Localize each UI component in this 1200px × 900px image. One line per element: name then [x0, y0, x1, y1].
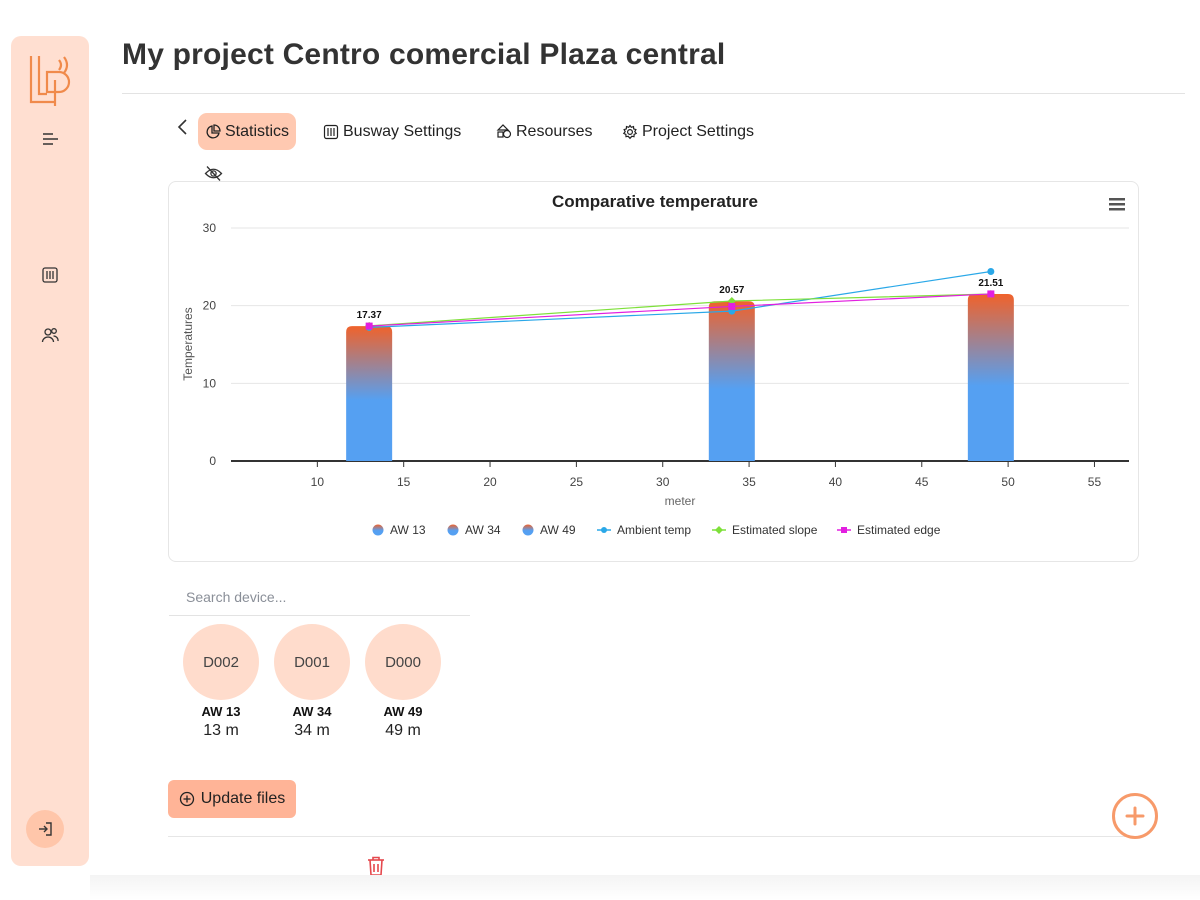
bottom-panel-edge	[90, 875, 1200, 900]
point-marker	[728, 302, 736, 310]
add-fab-button[interactable]	[1112, 793, 1158, 839]
x-tick-label: 20	[483, 475, 497, 489]
bar-aw-13	[346, 326, 393, 461]
legend-marker	[372, 524, 384, 536]
device-id: D001	[274, 624, 350, 700]
point-marker	[365, 322, 373, 330]
bar-data-label: 17.37	[357, 310, 382, 321]
shapes-icon	[496, 123, 512, 138]
users-icon[interactable]	[38, 323, 62, 347]
device-card[interactable]: D001 AW 34 34 m	[274, 624, 350, 740]
x-axis-label: meter	[665, 494, 696, 508]
y-tick-label: 20	[203, 299, 217, 313]
line-estimated-edge	[369, 293, 991, 327]
legend-marker	[601, 527, 607, 533]
legend-marker	[715, 526, 723, 534]
tab-statistics[interactable]: Statistics	[198, 113, 297, 150]
tab-label: Resourses	[516, 122, 593, 140]
legend-label: AW 34	[465, 523, 501, 537]
bar-data-label: 20.57	[719, 285, 744, 296]
legend-item[interactable]: AW 13	[372, 523, 426, 537]
point-marker	[987, 267, 995, 275]
tab-label: Statistics	[225, 122, 290, 140]
eye-off-icon[interactable]	[204, 165, 223, 182]
update-files-label: Update files	[200, 790, 286, 807]
temperature-chart: Comparative temperature 0 10 20 30 10 15 20 25 3…	[181, 192, 1129, 537]
tab-label: Project Settings	[642, 122, 755, 140]
x-tick-label: 35	[742, 475, 756, 489]
tab-busway-settings[interactable]: Busway Settings	[316, 113, 468, 150]
legend-item[interactable]: Ambient temp	[597, 523, 691, 537]
x-tick-label: 25	[570, 475, 584, 489]
device-distance: 49 m	[385, 722, 421, 739]
logout-icon	[39, 822, 52, 836]
y-tick-label: 0	[209, 454, 216, 468]
x-tick-label: 40	[829, 475, 843, 489]
device-id: D000	[365, 624, 441, 700]
device-distance: 13 m	[203, 722, 239, 739]
chart-title: Comparative temperature	[552, 192, 758, 211]
plus-circle-icon	[179, 791, 194, 807]
building-icon[interactable]	[38, 263, 62, 287]
x-tick-label: 10	[311, 475, 325, 489]
point-marker	[987, 290, 995, 298]
logout-button[interactable]	[26, 810, 64, 848]
device-id: D002	[183, 624, 259, 700]
page-title: My project Centro comercial Plaza centra…	[122, 38, 726, 71]
x-tick-label: 45	[915, 475, 929, 489]
pie-chart-icon	[206, 123, 221, 139]
x-tick-label: 30	[656, 475, 670, 489]
section-divider	[168, 836, 1140, 837]
menu-icon[interactable]	[38, 127, 62, 151]
hamburger-menu-icon[interactable]	[1109, 198, 1125, 211]
brand-logo	[29, 56, 71, 106]
legend-item[interactable]: Estimated edge	[837, 523, 941, 537]
trash-icon[interactable]	[366, 855, 386, 877]
legend-label: AW 13	[390, 523, 426, 537]
device-card[interactable]: D002 AW 13 13 m	[183, 624, 259, 740]
gear-icon	[622, 123, 638, 139]
update-files-button[interactable]: Update files	[168, 780, 296, 818]
y-axis-label: Temperatures	[181, 307, 195, 380]
legend-item[interactable]: AW 49	[522, 523, 576, 537]
back-chevron-icon[interactable]	[174, 116, 192, 138]
y-tick-label: 30	[203, 221, 217, 235]
bar-aw-49	[967, 293, 1014, 461]
sidebar	[11, 36, 89, 866]
x-tick-label: 15	[397, 475, 411, 489]
header-divider	[122, 93, 1185, 94]
x-tick-label: 50	[1001, 475, 1015, 489]
device-card[interactable]: D000 AW 49 49 m	[365, 624, 441, 740]
legend-marker	[522, 524, 534, 536]
device-distance: 34 m	[294, 722, 330, 739]
y-tick-label: 10	[203, 376, 217, 390]
legend-marker	[841, 527, 847, 533]
device-name: AW 34	[292, 704, 332, 719]
legend-label: Estimated slope	[732, 523, 818, 537]
tab-label: Busway Settings	[343, 122, 462, 140]
bar-data-label: 21.51	[978, 278, 1003, 289]
device-name: AW 49	[383, 704, 423, 719]
bar-aw-34	[708, 301, 755, 461]
legend-marker	[447, 524, 459, 536]
device-search	[169, 578, 470, 616]
plus-icon	[1125, 806, 1145, 826]
building-icon	[323, 124, 339, 139]
legend-label: Estimated edge	[857, 523, 941, 537]
legend-label: Ambient temp	[617, 523, 691, 537]
search-input[interactable]	[169, 578, 470, 615]
chart-card: Comparative temperature 0 10 20 30 10 15 20 25 3…	[168, 181, 1139, 562]
device-name: AW 13	[201, 704, 241, 719]
x-tick-label: 55	[1088, 475, 1102, 489]
legend-label: AW 49	[540, 523, 576, 537]
tab-project-settings[interactable]: Project Settings	[615, 113, 761, 150]
legend-item[interactable]: Estimated slope	[712, 523, 818, 537]
tab-resourses[interactable]: Resourses	[489, 113, 599, 150]
legend-item[interactable]: AW 34	[447, 523, 501, 537]
